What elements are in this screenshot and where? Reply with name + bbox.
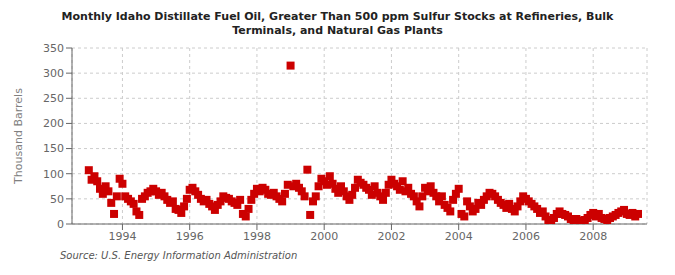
svg-text:50: 50: [50, 193, 64, 206]
html-text:Source: U.S. Energy Informatio: Source: U.S. Energy Information Administ…: [60, 250, 298, 261]
svg-text:Thousand Barrels: Thousand Barrels: [12, 88, 25, 185]
html-text:Monthly Idaho Distillate Fuel: Monthly Idaho Distillate Fuel Oil, Great…: [61, 10, 614, 23]
svg-text:100: 100: [43, 168, 64, 181]
svg-text:2000: 2000: [310, 230, 338, 243]
svg-text:350: 350: [43, 42, 64, 55]
svg-text:1994: 1994: [108, 230, 136, 243]
svg-text:2004: 2004: [445, 230, 473, 243]
svg-text:2006: 2006: [512, 230, 540, 243]
svg-text:0: 0: [57, 218, 64, 231]
svg-text:1996: 1996: [176, 230, 204, 243]
svg-text:250: 250: [43, 92, 64, 105]
svg-text:150: 150: [43, 142, 64, 155]
svg-text:2002: 2002: [377, 230, 405, 243]
svg-text:1998: 1998: [243, 230, 271, 243]
html-text:Terminals, and Natural Gas Pla: Terminals, and Natural Gas Plants: [232, 24, 443, 37]
svg-text:200: 200: [43, 117, 64, 130]
svg-text:300: 300: [43, 67, 64, 80]
svg-text:2008: 2008: [579, 230, 607, 243]
